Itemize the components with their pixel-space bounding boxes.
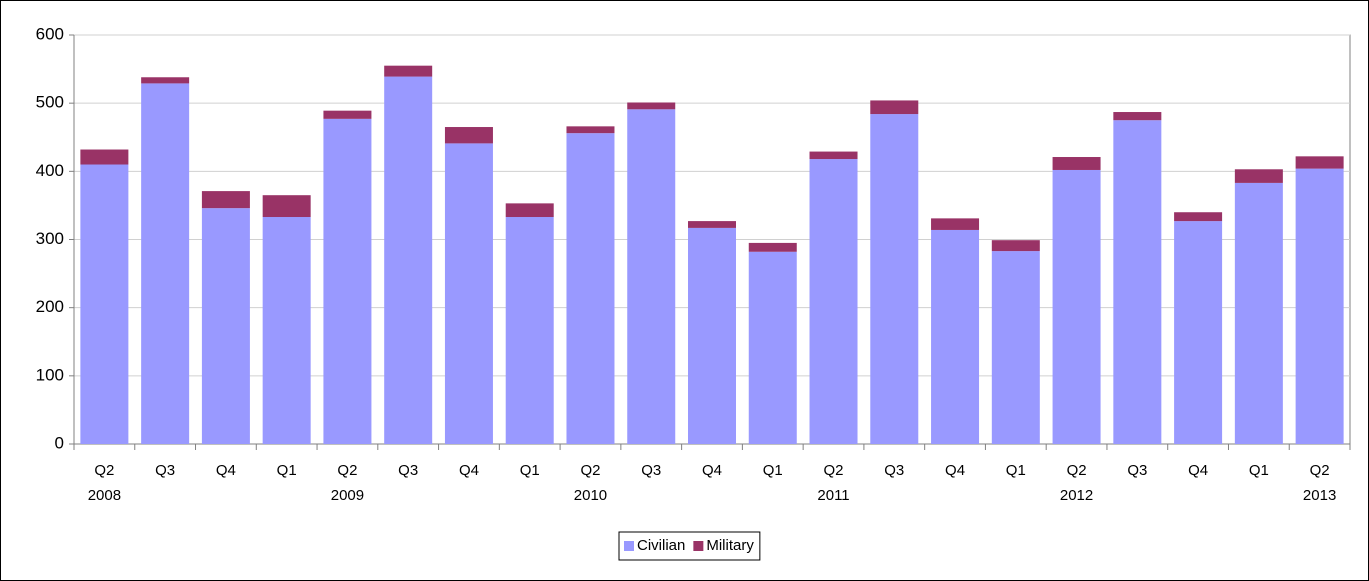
bar-segment [384,65,433,77]
bar-segment [1234,182,1283,444]
x-year-label: 2008 [88,487,121,504]
y-tick-label: 500 [36,93,64,112]
bar-segment [931,218,980,230]
bar-segment [141,83,190,445]
bar-segment [870,100,919,115]
x-year-label: 2010 [574,487,607,504]
x-tick-label: Q1 [1006,462,1026,479]
x-tick-label: Q4 [459,462,479,479]
x-year-label: 2012 [1060,487,1093,504]
x-tick-label: Q1 [520,462,540,479]
x-tick-label: Q2 [337,462,357,479]
legend: Civilian Military [618,531,761,561]
bar-segment [1113,112,1162,121]
x-tick-label: Q1 [1249,462,1269,479]
x-tick-label: Q2 [1067,462,1087,479]
bar-segment [1052,169,1101,444]
legend-label: Civilian [637,537,685,554]
legend-swatch [693,541,704,551]
bar-segment [931,229,980,444]
bar-segment [505,217,554,444]
bar-segment [323,110,372,119]
y-tick-label: 400 [36,161,64,180]
bar-segment [748,242,797,252]
x-tick-label: Q4 [1188,462,1208,479]
y-tick-label: 100 [36,365,64,384]
bar-segment [1295,168,1344,444]
bar-segment [566,133,615,444]
x-year-label: 2013 [1303,487,1336,504]
legend-swatch [624,541,634,551]
bar-segment [809,151,858,160]
y-tick-label: 600 [36,24,64,43]
bar-segment [566,126,615,134]
x-tick-label: Q3 [884,462,904,479]
bar-segment [1113,120,1162,444]
bar-segment [1295,156,1344,169]
x-year-label: 2011 [817,487,849,504]
legend-box [618,531,761,561]
bar-segment [991,240,1040,252]
x-tick-label: Q1 [277,462,297,479]
y-tick-label: 200 [36,297,64,316]
y-tick-label: 0 [55,433,64,452]
bar-segment [201,208,250,444]
x-tick-label: Q3 [641,462,661,479]
bar-segment [323,118,372,444]
x-tick-label: Q4 [702,462,722,479]
bar-segment [505,203,554,218]
bar-segment [1052,157,1101,170]
bar-segment [748,251,797,444]
bar-segment [262,195,311,218]
x-tick-label: Q3 [155,462,175,479]
bar-segment [1174,221,1223,444]
x-tick-label: Q2 [580,462,600,479]
bar-segment [201,191,250,209]
x-tick-label: Q4 [216,462,236,479]
x-tick-label: Q2 [1310,462,1330,479]
bar-segment [991,251,1040,444]
legend-label: Military [706,537,754,554]
bar-segment [1174,212,1223,222]
bar-segment [444,127,493,144]
bar-segment [1234,169,1283,183]
y-tick-label: 300 [36,229,64,248]
x-tick-label: Q2 [94,462,114,479]
bar-segment [80,164,129,444]
x-tick-label: Q2 [824,462,844,479]
bar-segment [809,159,858,444]
x-tick-label: Q4 [945,462,965,479]
bar-segment [262,217,311,444]
x-year-label: 2009 [331,487,364,504]
bar-segment [870,114,919,444]
bar-segment [627,109,676,444]
bar-segment [688,221,736,228]
bar-segment [384,76,433,444]
x-tick-label: Q3 [398,462,418,479]
x-tick-label: Q3 [1127,462,1147,479]
bar-segment [80,149,129,165]
bar-segment [444,143,493,444]
x-tick-label: Q1 [763,462,783,479]
bar-segment [688,227,736,444]
bar-segment [627,102,676,110]
bar-segment [141,77,190,84]
